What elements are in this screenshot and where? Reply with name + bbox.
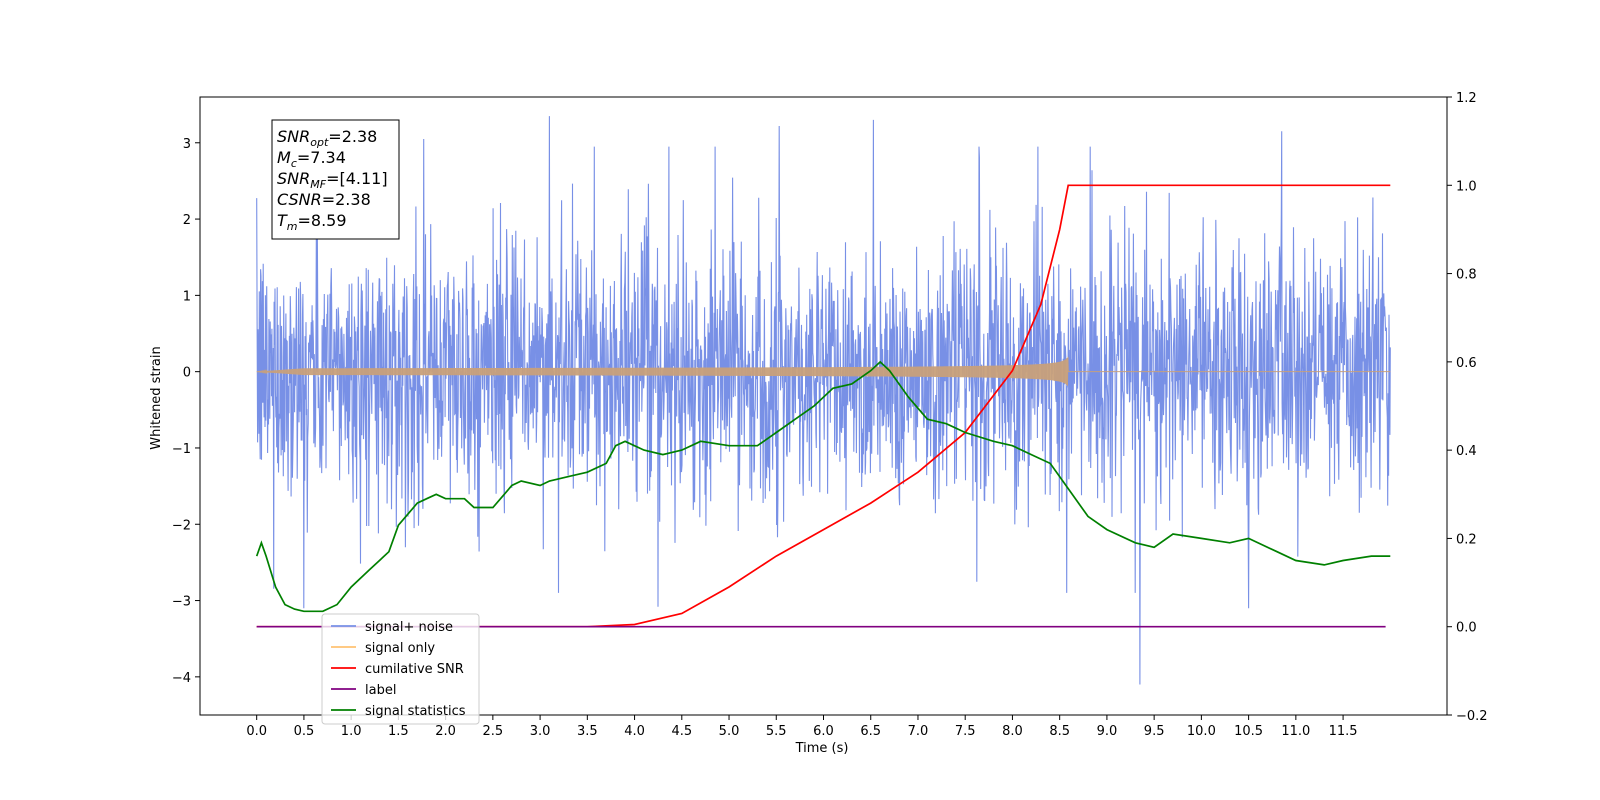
legend-label: label <box>331 683 396 698</box>
y-right-tick-label: −0.2 <box>1456 709 1488 724</box>
x-tick-label: 7.5 <box>955 724 976 739</box>
legend-signal-noise: signal+ noise <box>331 620 453 635</box>
legend-signal-only: signal only <box>331 641 435 656</box>
svg-text:label: label <box>365 683 396 698</box>
y-right-tick-label: 0.0 <box>1456 621 1477 636</box>
y-tick-label: −4 <box>172 671 191 686</box>
y-tick-label: −3 <box>172 595 191 610</box>
x-tick-label: 11.5 <box>1329 724 1358 739</box>
y-right-tick-label: 0.6 <box>1456 356 1477 371</box>
x-tick-label: 2.0 <box>435 724 456 739</box>
svg-text:signal+ noise: signal+ noise <box>365 620 453 635</box>
y-right-tick-label: 0.2 <box>1456 532 1477 547</box>
series-signal-noise <box>256 116 1391 685</box>
annotation-frame <box>271 119 400 240</box>
x-tick-label: 0.0 <box>246 724 267 739</box>
y-tick-label: 0 <box>183 366 191 381</box>
x-tick-label: 0.5 <box>294 724 315 739</box>
x-tick-label: 2.5 <box>483 724 504 739</box>
x-tick-label: 5.0 <box>719 724 740 739</box>
y-tick-label: −1 <box>172 442 191 457</box>
x-tick-label: 6.0 <box>813 724 834 739</box>
annotation-line: SNRopt=2.38 <box>277 127 377 149</box>
x-axis-label: Time (s) <box>795 741 849 756</box>
svg-text:cumilative SNR: cumilative SNR <box>365 662 464 677</box>
annotation-line: CSNR=2.38 <box>277 190 371 209</box>
x-tick-label: 4.5 <box>671 724 692 739</box>
x-tick-label: 6.5 <box>860 724 881 739</box>
x-tick-label: 10.0 <box>1187 724 1216 739</box>
x-tick-label: 8.0 <box>1002 724 1023 739</box>
y-tick-label: −2 <box>172 518 191 533</box>
legend-signal-statistics: signal statistics <box>331 704 466 719</box>
x-tick-label: 3.5 <box>577 724 598 739</box>
legend: signal+ noise signal only cumilative SNR la… <box>321 613 480 725</box>
y-tick-label: 2 <box>183 213 191 228</box>
annotation-line: Mc=7.34 <box>277 148 346 170</box>
x-tick-label: 7.0 <box>908 724 929 739</box>
x-tick-label: 8.5 <box>1049 724 1070 739</box>
x-tick-label: 1.5 <box>388 724 409 739</box>
x-tick-label: 3.0 <box>530 724 551 739</box>
annotation-line: Tm=8.59 <box>277 211 347 233</box>
x-tick-label: 5.5 <box>766 724 787 739</box>
y-tick-label: 1 <box>183 289 191 304</box>
series-cumulative-snr <box>256 184 1391 628</box>
plot-area <box>255 116 1391 685</box>
x-tick-label: 9.0 <box>1097 724 1118 739</box>
axes: 0.0 0.5 1.0 1.5 2.0 2.5 3.0 3.5 4.0 4.5 5.0 5.5 6.0 6… <box>172 91 1488 739</box>
x-tick-label: 4.0 <box>624 724 645 739</box>
legend-frame <box>321 613 480 725</box>
series-signal-statistics <box>255 360 1391 613</box>
x-tick-label: 10.5 <box>1234 724 1263 739</box>
y-right-tick-label: 0.4 <box>1456 444 1477 459</box>
series-signal-only <box>256 356 1391 386</box>
x-tick-label: 9.5 <box>1144 724 1165 739</box>
x-tick-label: 1.0 <box>341 724 362 739</box>
y-right-tick-label: 0.8 <box>1456 268 1477 283</box>
x-tick-label: 11.0 <box>1281 724 1310 739</box>
y-tick-label: 3 <box>183 137 191 152</box>
svg-text:signal statistics: signal statistics <box>365 704 466 719</box>
annotation-line: SNRMF=[4.11] <box>277 169 388 191</box>
legend-cumulative-snr: cumilative SNR <box>331 662 464 677</box>
y-axis-label: Whitened strain <box>149 346 164 449</box>
svg-text:signal only: signal only <box>365 641 435 656</box>
y-right-tick-label: 1.0 <box>1456 179 1477 194</box>
y-right-tick-label: 1.2 <box>1456 91 1477 106</box>
